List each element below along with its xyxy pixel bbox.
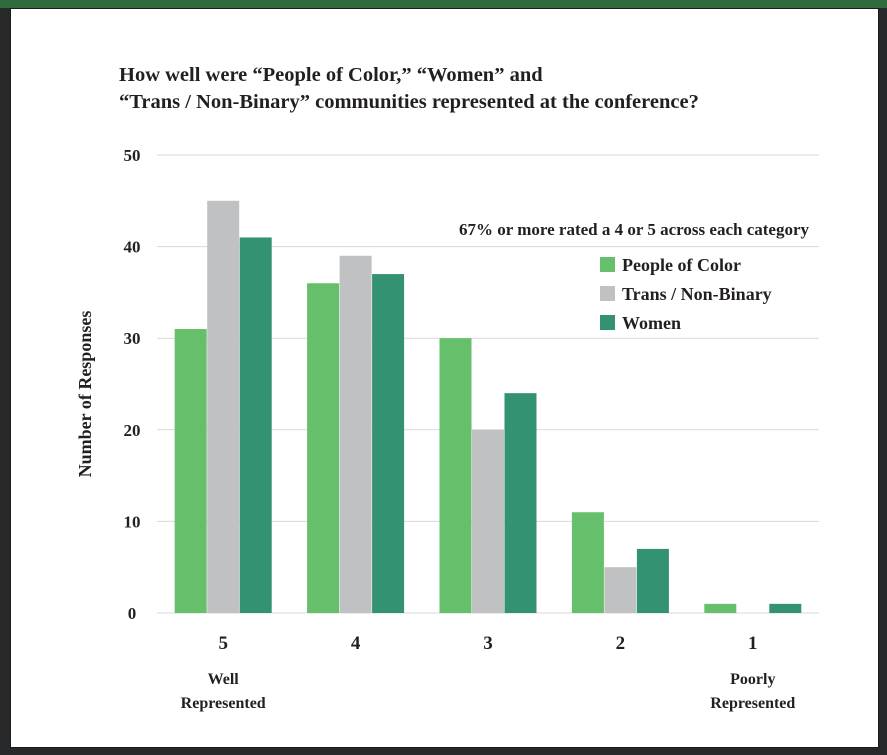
x-tick-label: 4 <box>351 633 361 654</box>
legend-label: Women <box>622 313 681 333</box>
legend-swatch <box>600 257 615 272</box>
y-tick-label: 0 <box>128 604 137 623</box>
legend-label: People of Color <box>622 255 741 275</box>
bar-chart: How well were “People of Color,” “Women”… <box>75 64 819 712</box>
bar <box>704 603 737 613</box>
x-sublabel: Well <box>208 671 240 688</box>
bar <box>372 274 405 613</box>
x-tick-label: 2 <box>616 633 626 654</box>
y-tick-label: 50 <box>124 146 141 165</box>
bar <box>571 512 604 613</box>
bars <box>174 200 802 614</box>
bar <box>636 548 669 613</box>
y-tick-label: 20 <box>124 421 141 440</box>
top-accent-bar <box>0 0 887 8</box>
bar <box>307 283 340 613</box>
legend-label: Trans / Non-Binary <box>622 284 772 304</box>
x-tick-label: 1 <box>748 633 758 654</box>
bar <box>207 200 240 614</box>
bar <box>504 393 537 613</box>
legend-swatch <box>600 315 615 330</box>
y-tick-label: 40 <box>124 238 141 257</box>
x-tick-label: 3 <box>483 633 493 654</box>
x-sublabel: Represented <box>181 695 266 712</box>
bar <box>472 429 504 613</box>
y-tick-label: 30 <box>124 329 141 348</box>
x-tick-label: 5 <box>218 633 228 654</box>
y-tick-label: 10 <box>124 512 141 531</box>
bar <box>174 329 207 613</box>
legend-swatch <box>600 286 615 301</box>
chart-title-line-1: How well were “People of Color,” “Women”… <box>119 64 543 86</box>
y-axis-ticks: 0 10 20 30 40 50 <box>124 146 141 623</box>
bar <box>439 338 472 613</box>
chart-title-line-2: “Trans / Non-Binary” communities represe… <box>119 91 699 113</box>
bar <box>604 567 637 613</box>
chart-annotation: 67% or more rated a 4 or 5 across each c… <box>459 220 809 239</box>
bar <box>339 255 372 613</box>
legend: People of Color Trans / Non-Binary Women <box>600 255 772 333</box>
bar <box>769 603 802 613</box>
y-axis-label: Number of Responses <box>75 311 95 478</box>
x-axis-labels: 5 Well Represented 4 3 2 1 Poorly Represented <box>181 633 796 712</box>
bar <box>239 237 272 613</box>
x-sublabel: Poorly <box>730 671 775 688</box>
x-sublabel: Represented <box>710 695 795 712</box>
chart-card: How well were “People of Color,” “Women”… <box>10 8 879 748</box>
